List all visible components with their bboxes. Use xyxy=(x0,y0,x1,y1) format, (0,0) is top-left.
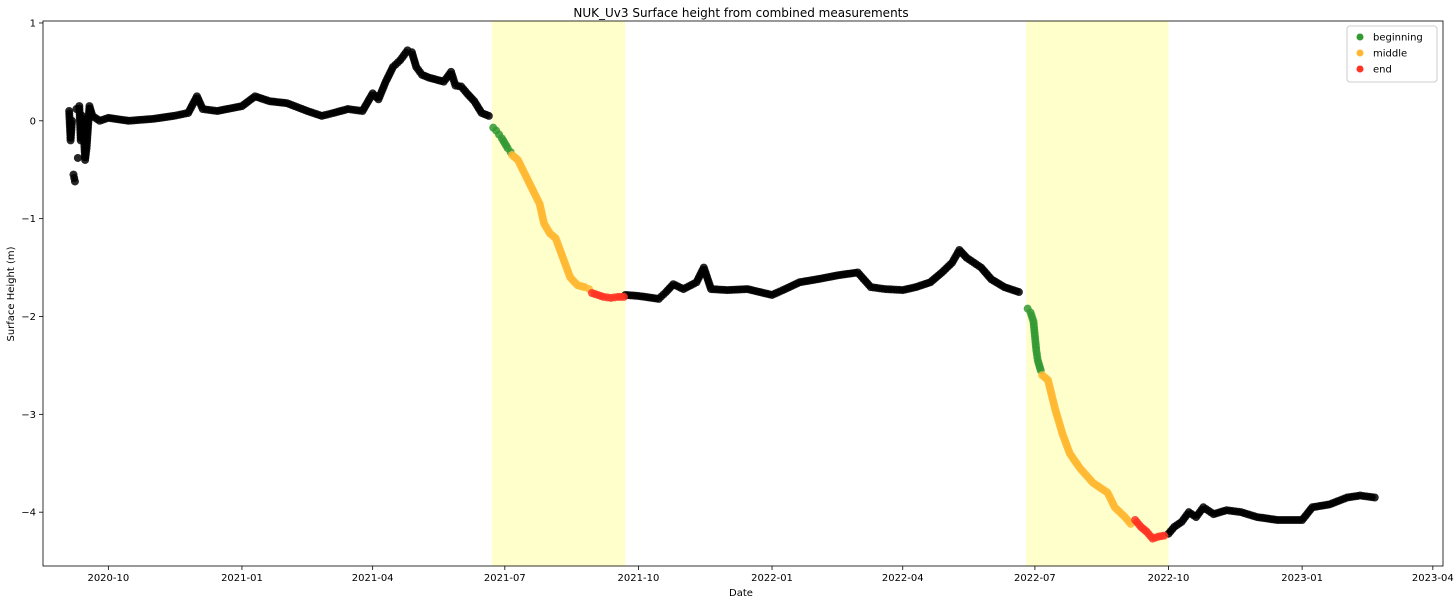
y-tick-label: −2 xyxy=(21,312,36,323)
data-point xyxy=(1014,288,1023,297)
x-tick-label: 2021-04 xyxy=(352,573,394,584)
legend: beginning middle end xyxy=(1346,25,1438,83)
x-tick-label: 2022-10 xyxy=(1148,573,1190,584)
x-tick-label: 2023-04 xyxy=(1412,573,1454,584)
x-tick-label: 2021-10 xyxy=(618,573,660,584)
data-point xyxy=(73,153,82,162)
series-middle xyxy=(508,151,1135,528)
y-tick-label: 1 xyxy=(30,18,36,29)
data-point xyxy=(1160,531,1169,540)
scatter-points xyxy=(65,46,1379,543)
legend-box xyxy=(1346,25,1438,83)
y-tick-label: 0 xyxy=(30,116,36,127)
x-tick-label: 2021-01 xyxy=(221,573,263,584)
data-point xyxy=(1370,493,1379,502)
plot-frame xyxy=(42,20,1444,567)
data-point xyxy=(484,111,493,120)
data-point xyxy=(70,177,79,186)
series-measurements xyxy=(65,46,1379,538)
chart-title: NUK_Uv3 Surface height from combined mea… xyxy=(573,6,908,20)
x-tick-label: 2021-07 xyxy=(484,573,526,584)
legend-marker-middle xyxy=(1356,49,1364,57)
shaded-period-2 xyxy=(1026,21,1169,566)
legend-label-middle: middle xyxy=(1373,49,1407,60)
legend-marker-end xyxy=(1356,65,1364,73)
y-tick-label: −4 xyxy=(21,508,36,519)
x-tick-label: 2020-10 xyxy=(87,573,129,584)
data-point xyxy=(68,116,77,125)
y-axis-label: Surface Height (m) xyxy=(6,246,17,341)
x-tick-label: 2022-07 xyxy=(1014,573,1056,584)
data-point xyxy=(619,292,628,301)
legend-marker-beginning xyxy=(1356,33,1364,41)
y-tick-label: −3 xyxy=(21,410,36,421)
x-tick-label: 2022-04 xyxy=(882,573,924,584)
x-axis-ticks: 2020-10 2021-01 2021-04 2021-07 2021-10 2022-… xyxy=(87,566,1454,584)
series-end xyxy=(587,289,1169,543)
y-tick-label: −1 xyxy=(21,214,36,225)
y-axis-ticks: 1 0 −1 −2 −3 −4 xyxy=(21,18,43,519)
legend-label-end: end xyxy=(1373,65,1392,76)
legend-label-beginning: beginning xyxy=(1373,33,1423,44)
x-axis-label: Date xyxy=(729,588,753,599)
x-tick-label: 2023-01 xyxy=(1281,573,1323,584)
x-tick-label: 2022-01 xyxy=(751,573,793,584)
